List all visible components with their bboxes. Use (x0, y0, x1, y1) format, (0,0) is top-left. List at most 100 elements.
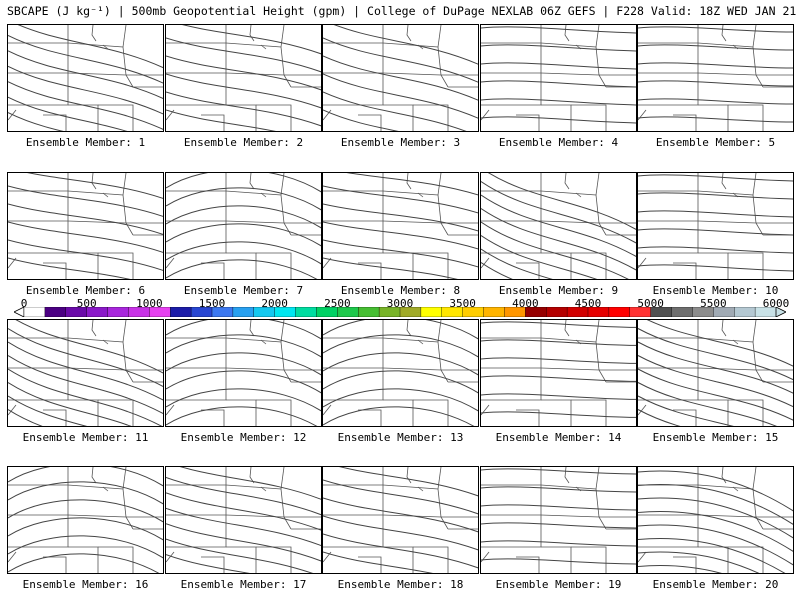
ensemble-member-label: Ensemble Member: 6 (25, 284, 146, 297)
height-contours (166, 25, 321, 131)
ensemble-panel (322, 466, 479, 574)
map-svg (8, 173, 163, 279)
height-contours (481, 26, 636, 124)
ensemble-member-label: Ensemble Member: 12 (180, 431, 307, 444)
map-svg (323, 320, 478, 426)
state-boundaries (166, 173, 321, 279)
height-contours (638, 174, 793, 272)
ensemble-panel (480, 172, 637, 280)
ensemble-member-label: Ensemble Member: 2 (183, 136, 304, 149)
state-boundaries (166, 320, 321, 426)
ensemble-member-label: Ensemble Member: 19 (495, 578, 622, 591)
ensemble-member-label: Ensemble Member: 1 (25, 136, 146, 149)
ensemble-member-label: Ensemble Member: 15 (652, 431, 779, 444)
state-boundaries (8, 320, 163, 426)
ensemble-member-label: Ensemble Member: 5 (655, 136, 776, 149)
colorbar-tick-label: 2000 (261, 297, 288, 310)
ensemble-member-label: Ensemble Member: 4 (498, 136, 619, 149)
ensemble-panel (165, 172, 322, 280)
ensemble-member-label: Ensemble Member: 13 (337, 431, 464, 444)
colorbar-swatch (671, 307, 694, 317)
map-svg (8, 320, 163, 426)
state-boundaries (166, 467, 321, 573)
ensemble-member-label: Ensemble Member: 3 (340, 136, 461, 149)
ensemble-member-label: Ensemble Member: 17 (180, 578, 307, 591)
state-boundaries (481, 173, 636, 279)
height-contours (166, 320, 321, 426)
ensemble-panel (637, 24, 794, 132)
state-boundaries (323, 320, 478, 426)
map-svg (638, 467, 793, 573)
map-svg (638, 320, 793, 426)
state-boundaries (638, 467, 793, 573)
map-svg (481, 25, 636, 131)
ensemble-panel (322, 172, 479, 280)
ensemble-panel (322, 319, 479, 427)
state-boundaries (638, 320, 793, 426)
state-boundaries (481, 25, 636, 131)
colorbar-swatch (44, 307, 67, 317)
colorbar-swatch (420, 307, 443, 317)
height-contours (323, 173, 478, 279)
colorbar-swatch (170, 307, 192, 317)
colorbar-tick-label: 0 (20, 297, 28, 310)
colorbar-tick-label: 3500 (449, 297, 476, 310)
height-contours (638, 320, 793, 426)
state-boundaries (481, 320, 636, 426)
height-contours (481, 321, 636, 418)
height-contours (638, 470, 793, 573)
colorbar-tick-label: 6000 (762, 297, 790, 310)
map-svg (323, 173, 478, 279)
colorbar-swatch (232, 307, 255, 317)
colorbar-tick-label: 1000 (136, 297, 163, 310)
ensemble-panel (7, 466, 164, 574)
height-contours (638, 26, 793, 123)
state-boundaries (8, 25, 163, 131)
colorbar-swatch (358, 307, 380, 317)
colorbar-tick-label: 2500 (324, 297, 351, 310)
colorbar-swatch (546, 307, 568, 317)
height-contours (8, 320, 163, 426)
colorbar-swatch (107, 307, 130, 317)
height-contours (323, 320, 478, 426)
ensemble-member-label: Ensemble Member: 14 (495, 431, 622, 444)
colorbar-tick-label: 5500 (700, 297, 727, 310)
map-svg (166, 173, 321, 279)
colorbar-tick-label: 5000 (637, 297, 664, 310)
height-contours (323, 467, 478, 573)
state-boundaries (323, 25, 478, 131)
ensemble-panel (322, 24, 479, 132)
height-contours (481, 173, 636, 279)
ensemble-member-label: Ensemble Member: 20 (652, 578, 779, 591)
ensemble-panel (480, 466, 637, 574)
map-svg (481, 173, 636, 279)
ensemble-member-label: Ensemble Member: 11 (22, 431, 149, 444)
height-contours (8, 173, 163, 279)
ensemble-panel (480, 319, 637, 427)
state-boundaries (323, 467, 478, 573)
ensemble-panel (165, 24, 322, 132)
state-boundaries (638, 173, 793, 279)
ensemble-panel (165, 466, 322, 574)
map-svg (638, 173, 793, 279)
colorbar-tick-label: 500 (76, 297, 97, 310)
ensemble-panel (7, 172, 164, 280)
colorbar-swatch (483, 307, 506, 317)
map-svg (8, 467, 163, 573)
colorbar-tick-label: 3000 (386, 297, 414, 310)
ensemble-panel (7, 24, 164, 132)
map-svg (8, 25, 163, 131)
map-svg (481, 320, 636, 426)
state-boundaries (481, 467, 636, 573)
height-contours (8, 25, 163, 131)
colorbar-swatch (295, 307, 318, 317)
height-contours (323, 25, 478, 131)
colorbar-tick-label: 4500 (574, 297, 602, 310)
height-contours (8, 467, 163, 573)
colorbar-strip (14, 307, 786, 317)
ensemble-panel (7, 319, 164, 427)
map-svg (323, 467, 478, 573)
colorbar-tick-label: 1500 (198, 297, 226, 310)
colorbar-swatch (734, 307, 756, 317)
ensemble-panel (637, 172, 794, 280)
